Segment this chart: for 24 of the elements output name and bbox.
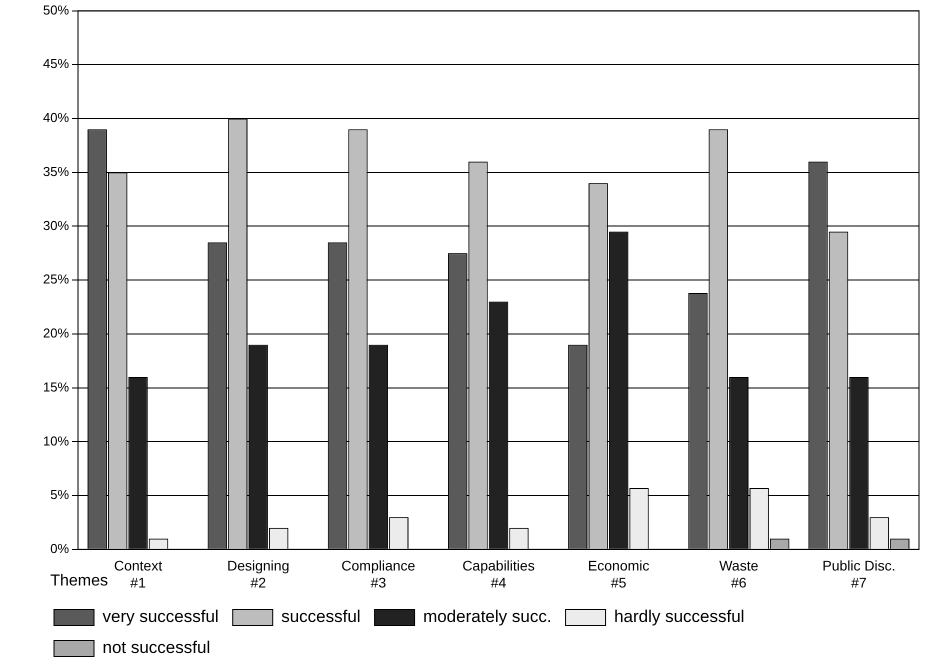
x-tick-label: Economic #5 xyxy=(588,558,650,590)
y-tick-label: 15% xyxy=(42,379,70,394)
y-tick-label: 35% xyxy=(42,164,70,179)
y-tick-label: 25% xyxy=(42,272,70,287)
y-tick-label: 45% xyxy=(42,56,70,72)
y-tick-label: 0% xyxy=(50,540,70,556)
x-tick-label: Capabilities #4 xyxy=(462,558,535,590)
y-tick-label: 50% xyxy=(42,2,70,18)
x-tick-label: Waste #6 xyxy=(719,558,759,590)
y-tick-label: 40% xyxy=(42,110,70,126)
legend-label: moderately succ. xyxy=(423,607,552,626)
legend-label: hardly successful xyxy=(614,607,744,626)
legend-label: successful xyxy=(281,607,361,626)
y-tick-label: 10% xyxy=(42,433,70,448)
x-tick-label: Designing #2 xyxy=(227,558,290,590)
y-tick-label: 5% xyxy=(50,487,70,502)
x-tick-label: Public Disc. #7 xyxy=(822,558,896,590)
x-tick-label: Compliance #3 xyxy=(341,558,416,590)
y-tick-label: 30% xyxy=(42,218,70,233)
x-tick-label: Context #1 xyxy=(114,558,162,590)
y-tick-label: 20% xyxy=(42,326,70,341)
legend-label: very successful xyxy=(102,607,219,626)
legend-label: not successful xyxy=(102,638,210,658)
x-axis-title: Themes xyxy=(50,572,108,590)
